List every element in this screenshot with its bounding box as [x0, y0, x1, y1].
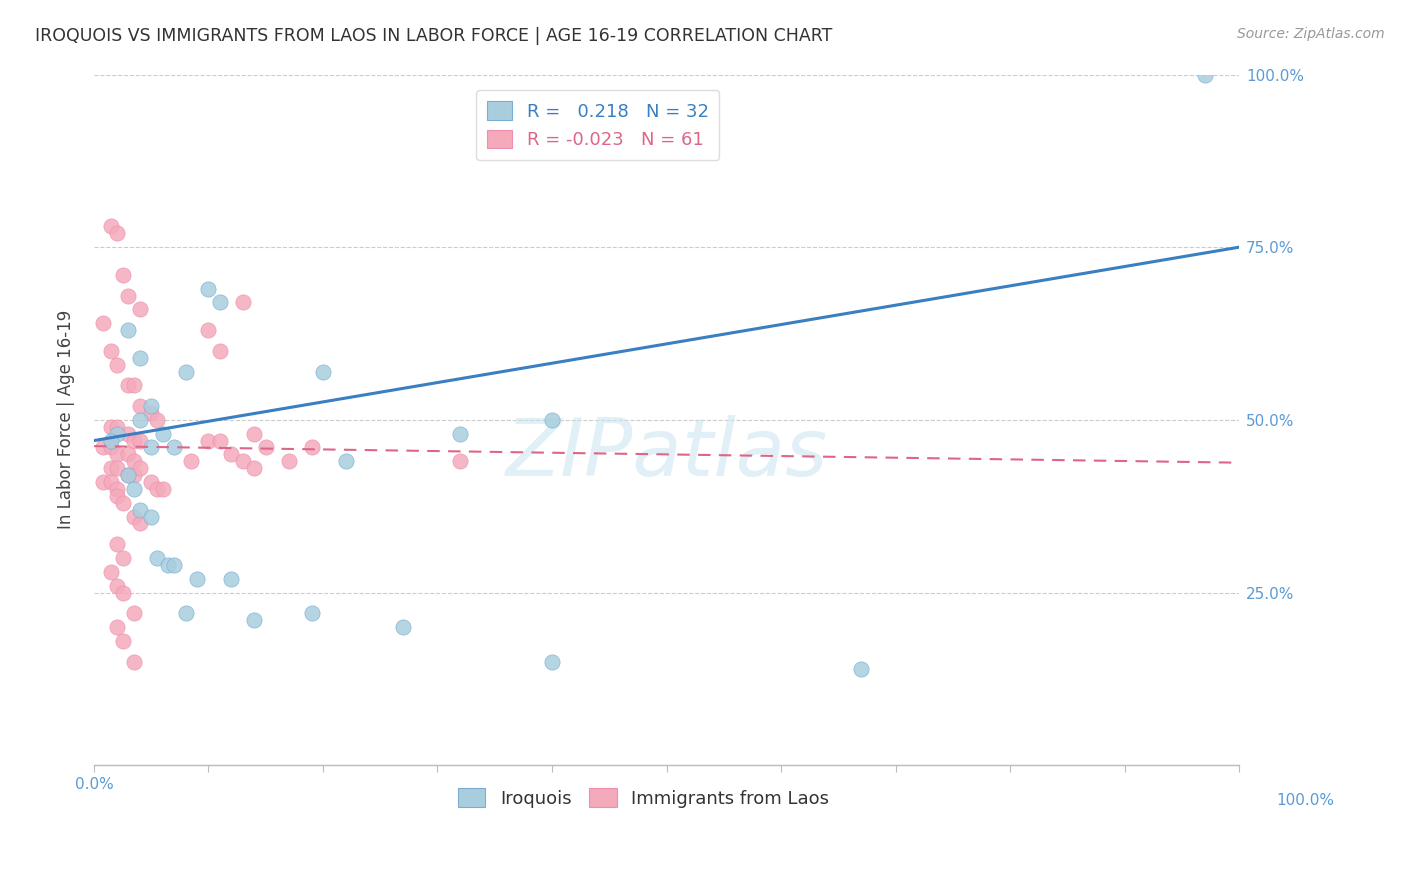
Point: [141, 399, 163, 413]
Point: [221, 447, 243, 461]
Point: [197, 282, 219, 296]
Point: [105, 419, 128, 434]
Point: [335, 454, 357, 468]
Point: [105, 482, 128, 496]
Point: [117, 323, 139, 337]
Point: [1194, 68, 1216, 82]
Point: [91, 475, 114, 489]
Point: [541, 413, 564, 427]
Text: Source: ZipAtlas.com: Source: ZipAtlas.com: [1237, 27, 1385, 41]
Point: [128, 516, 150, 531]
Point: [208, 434, 231, 448]
Point: [146, 413, 169, 427]
Point: [91, 441, 114, 455]
Point: [105, 227, 128, 241]
Point: [301, 607, 323, 621]
Point: [128, 502, 150, 516]
Legend: Iroquois, Immigrants from Laos: Iroquois, Immigrants from Laos: [451, 781, 837, 815]
Point: [243, 426, 266, 441]
Point: [100, 475, 122, 489]
Point: [152, 426, 174, 441]
Point: [128, 351, 150, 365]
Point: [111, 268, 134, 282]
Point: [174, 364, 197, 378]
Point: [152, 482, 174, 496]
Point: [117, 378, 139, 392]
Point: [122, 378, 145, 392]
Point: [208, 295, 231, 310]
Point: [197, 434, 219, 448]
Point: [449, 454, 471, 468]
Point: [232, 454, 254, 468]
Point: [254, 441, 277, 455]
Point: [105, 537, 128, 551]
Text: IROQUOIS VS IMMIGRANTS FROM LAOS IN LABOR FORCE | AGE 16-19 CORRELATION CHART: IROQUOIS VS IMMIGRANTS FROM LAOS IN LABO…: [35, 27, 832, 45]
Point: [163, 441, 186, 455]
Point: [111, 496, 134, 510]
Point: [105, 489, 128, 503]
Point: [128, 434, 150, 448]
Point: [105, 579, 128, 593]
Point: [851, 661, 873, 675]
Text: ZIPatlas: ZIPatlas: [505, 416, 828, 493]
Point: [141, 509, 163, 524]
Point: [105, 447, 128, 461]
Point: [157, 558, 180, 572]
Point: [122, 655, 145, 669]
Point: [117, 288, 139, 302]
Point: [122, 468, 145, 483]
Point: [122, 434, 145, 448]
Point: [105, 620, 128, 634]
Point: [91, 316, 114, 330]
Point: [128, 302, 150, 317]
Point: [128, 413, 150, 427]
Point: [105, 426, 128, 441]
Point: [141, 406, 163, 420]
Point: [100, 343, 122, 358]
Text: 100.0%: 100.0%: [1277, 793, 1334, 808]
Point: [221, 572, 243, 586]
Point: [277, 454, 299, 468]
Point: [449, 426, 471, 441]
Point: [111, 633, 134, 648]
Point: [122, 482, 145, 496]
Point: [186, 572, 208, 586]
Point: [111, 551, 134, 566]
Point: [105, 461, 128, 475]
Point: [105, 358, 128, 372]
Point: [541, 655, 564, 669]
Point: [312, 364, 335, 378]
Point: [117, 468, 139, 483]
Point: [128, 461, 150, 475]
Point: [141, 441, 163, 455]
Point: [146, 482, 169, 496]
Point: [111, 585, 134, 599]
Point: [100, 419, 122, 434]
Point: [100, 441, 122, 455]
Point: [122, 509, 145, 524]
Point: [243, 461, 266, 475]
Point: [117, 447, 139, 461]
Point: [232, 295, 254, 310]
Point: [163, 558, 186, 572]
Point: [122, 454, 145, 468]
Point: [100, 461, 122, 475]
Point: [117, 468, 139, 483]
Point: [197, 323, 219, 337]
Y-axis label: In Labor Force | Age 16-19: In Labor Force | Age 16-19: [58, 310, 75, 530]
Point: [301, 441, 323, 455]
Point: [174, 607, 197, 621]
Point: [128, 399, 150, 413]
Point: [100, 434, 122, 448]
Point: [100, 219, 122, 234]
Point: [141, 475, 163, 489]
Point: [146, 551, 169, 566]
Point: [243, 613, 266, 627]
Point: [122, 607, 145, 621]
Point: [208, 343, 231, 358]
Point: [117, 426, 139, 441]
Point: [392, 620, 415, 634]
Point: [100, 565, 122, 579]
Point: [180, 454, 202, 468]
